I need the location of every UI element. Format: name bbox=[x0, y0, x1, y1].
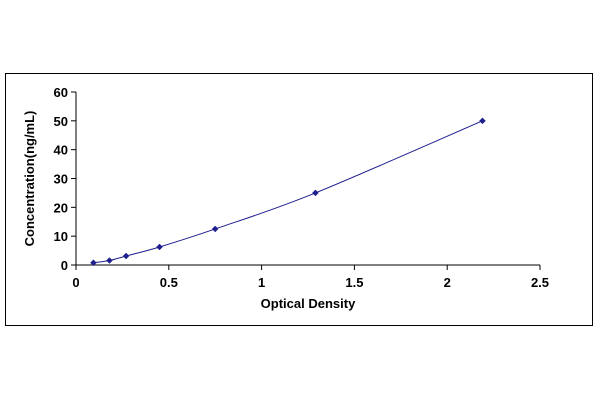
y-axis-title: Concentration(ng/mL) bbox=[22, 111, 37, 247]
data-point-diamond bbox=[479, 117, 486, 125]
axes bbox=[75, 92, 540, 266]
y-tick-label: 20 bbox=[54, 200, 68, 215]
x-axis-title: Optical Density bbox=[261, 296, 356, 311]
series-curve bbox=[93, 120, 483, 264]
y-ticks: 0 10 20 30 40 50 60 bbox=[54, 85, 76, 273]
x-tick-label: 2.5 bbox=[531, 275, 549, 290]
y-tick-label: 60 bbox=[54, 85, 68, 100]
data-point-diamond bbox=[90, 259, 97, 267]
data-points bbox=[90, 117, 486, 267]
data-point-diamond bbox=[211, 225, 219, 233]
data-point-diamond bbox=[122, 252, 130, 260]
x-tick-label: 1.5 bbox=[345, 275, 363, 290]
x-tick-label: 0 bbox=[72, 275, 79, 290]
x-tick-label: 1 bbox=[258, 275, 265, 290]
data-point-diamond bbox=[312, 189, 319, 197]
y-tick-label: 50 bbox=[54, 114, 68, 129]
data-point-diamond bbox=[156, 243, 163, 251]
y-tick-label: 0 bbox=[61, 258, 68, 273]
y-tick-label: 30 bbox=[54, 172, 68, 187]
y-tick-label: 10 bbox=[54, 229, 68, 244]
x-tick-label: 0.5 bbox=[160, 275, 178, 290]
x-ticks: 0 0.5 1 1.5 2 2.5 bbox=[72, 265, 549, 290]
y-tick-label: 40 bbox=[54, 143, 68, 158]
data-point-diamond bbox=[106, 257, 113, 264]
x-tick-label: 2 bbox=[444, 275, 451, 290]
